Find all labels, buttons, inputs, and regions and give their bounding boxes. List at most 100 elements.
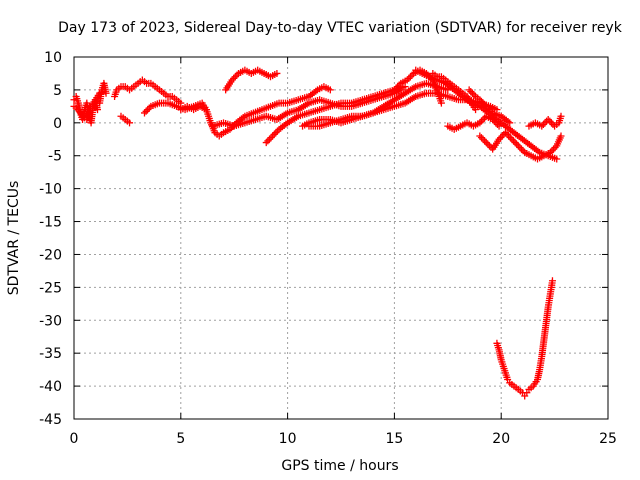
data-point (140, 109, 148, 117)
x-tick-label: 5 (176, 431, 185, 447)
series-arc-8 (222, 66, 281, 94)
data-point (468, 89, 476, 97)
series-arc-19 (525, 112, 565, 130)
data-point (142, 107, 150, 115)
data-point (102, 89, 110, 97)
data-point (501, 129, 509, 137)
data-point (487, 107, 495, 115)
data-point (498, 132, 506, 140)
y-axis-label: SDTVAR / TECUs (6, 181, 22, 296)
data-point (557, 112, 565, 120)
y-tick-label: -40 (39, 379, 62, 395)
y-tick-label: -20 (39, 247, 62, 263)
data-point (437, 99, 445, 107)
y-tick-label: -10 (39, 182, 62, 198)
data-point (551, 144, 559, 151)
data-point (548, 277, 556, 285)
data-point (479, 135, 487, 143)
x-tick-label: 0 (70, 431, 79, 447)
y-tick-label: -30 (39, 313, 62, 329)
data-point (126, 119, 134, 127)
data-point (517, 145, 525, 153)
data-point (230, 74, 238, 82)
data-point (519, 147, 527, 155)
data-point (476, 119, 484, 127)
x-axis-label: GPS time / hours (281, 458, 398, 474)
chart-title: Day 173 of 2023, Sidereal Day-to-day VTE… (58, 20, 623, 36)
data-point (489, 116, 497, 124)
data-point (477, 97, 485, 105)
series-arc-17 (465, 86, 514, 127)
data-point (539, 120, 547, 128)
data-point (550, 145, 558, 153)
data-point (514, 142, 522, 150)
data-point (272, 129, 280, 137)
data-point (228, 76, 236, 84)
data-point (477, 134, 485, 142)
data-point (231, 73, 239, 81)
y-tick-labels: 10 5 0 -5 -10 -15 -20 -25 -30 -35 -40 -45 (39, 50, 62, 428)
data-point (408, 71, 416, 79)
data-point (538, 122, 546, 130)
data-point (403, 76, 411, 84)
data-point (547, 119, 555, 127)
data-point (264, 137, 272, 145)
grid-lines (74, 57, 608, 419)
data-point (490, 117, 498, 125)
data-point (395, 81, 403, 89)
data-point (265, 135, 273, 143)
data-point (390, 86, 398, 94)
y-tick-label: 10 (44, 50, 62, 66)
y-tick-label: -5 (48, 149, 62, 165)
series-arc-4 (111, 76, 185, 107)
data-point (503, 130, 511, 138)
data-point (394, 83, 402, 91)
data-point (484, 104, 492, 112)
data-point (392, 84, 400, 92)
series-arc-10 (262, 83, 409, 147)
data-point (145, 104, 153, 112)
data-point (406, 73, 414, 81)
x-tick-label: 10 (279, 431, 297, 447)
data-point (484, 140, 492, 148)
y-tick-label: -25 (39, 280, 62, 296)
data-point (93, 106, 101, 114)
y-tick-label: 0 (53, 116, 62, 132)
data-point (270, 130, 278, 138)
y-tick-label: -15 (39, 215, 62, 231)
data-point (476, 96, 484, 104)
series-arc-3 (96, 79, 110, 107)
data-point (481, 101, 489, 109)
data-point (144, 106, 152, 114)
y-tick-label: -35 (39, 346, 62, 362)
data-point (233, 71, 241, 79)
series-arc-20 (493, 277, 556, 400)
data-point (482, 139, 490, 147)
data-point (485, 106, 493, 114)
data-point (544, 116, 552, 124)
data-point (492, 119, 500, 127)
data-point (495, 135, 503, 143)
data-point (511, 139, 519, 147)
data-point (497, 134, 505, 142)
data-point (269, 132, 277, 140)
data-point (262, 139, 270, 147)
data-point (485, 142, 493, 150)
data-point (506, 134, 514, 142)
data-point (481, 137, 489, 145)
data-point (516, 144, 524, 151)
series-arc-6 (117, 112, 134, 127)
x-tick-labels: 0 5 10 15 20 25 (70, 431, 617, 447)
data-point (482, 102, 490, 110)
series-arc-16 (444, 112, 503, 133)
data-point (506, 119, 514, 127)
data-point (509, 137, 517, 145)
data-point (476, 132, 484, 140)
data-point (493, 120, 501, 128)
data-point (267, 134, 275, 142)
data-point (465, 86, 473, 94)
data-point (546, 117, 554, 125)
x-tick-label: 15 (385, 431, 403, 447)
y-tick-label: 5 (53, 83, 62, 99)
